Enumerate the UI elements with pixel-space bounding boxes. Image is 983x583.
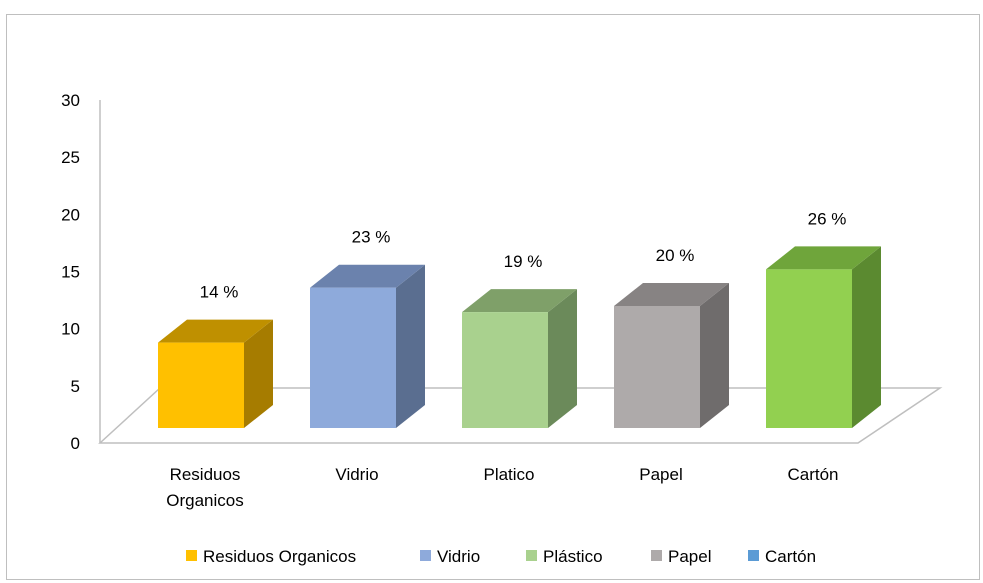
bar-front bbox=[158, 342, 244, 428]
bar-top bbox=[310, 264, 425, 288]
bar: 19 % bbox=[462, 252, 577, 428]
bar: 20 % bbox=[614, 246, 729, 428]
bar-front bbox=[310, 287, 396, 428]
bar-front bbox=[462, 312, 548, 428]
legend-item: Residuos Organicos bbox=[186, 547, 356, 566]
data-label: 20 % bbox=[656, 246, 695, 265]
y-tick-label: 0 bbox=[71, 434, 80, 453]
y-axis: 0 5 10 15 20 25 30 bbox=[61, 91, 101, 453]
legend-label: Cartón bbox=[765, 547, 816, 566]
y-tick-label: 5 bbox=[71, 377, 80, 396]
y-tick-label: 10 bbox=[61, 320, 80, 339]
data-label: 19 % bbox=[504, 252, 543, 271]
bar-top bbox=[158, 319, 273, 343]
bar-front bbox=[614, 306, 700, 428]
category-label: Vidrio bbox=[335, 465, 378, 484]
bar-side bbox=[700, 283, 729, 428]
bar-top bbox=[614, 283, 729, 306]
y-tick-label: 25 bbox=[61, 148, 80, 167]
data-label: 14 % bbox=[200, 283, 239, 302]
bar-side bbox=[244, 319, 273, 428]
legend-item: Vidrio bbox=[420, 547, 480, 566]
legend-swatch bbox=[526, 550, 537, 561]
bar: 23 % bbox=[310, 228, 425, 428]
category-label: Papel bbox=[639, 465, 682, 484]
y-tick-label: 20 bbox=[61, 205, 80, 224]
bar: 26 % bbox=[766, 209, 881, 428]
legend-swatch bbox=[748, 550, 759, 561]
legend-swatch bbox=[186, 550, 197, 561]
category-label: Residuos bbox=[170, 465, 241, 484]
y-tick-label: 30 bbox=[61, 91, 80, 110]
legend-label: Plástico bbox=[543, 547, 603, 566]
bar-side bbox=[548, 289, 577, 428]
category-label: Cartón bbox=[787, 465, 838, 484]
data-label: 26 % bbox=[808, 209, 847, 228]
legend-label: Papel bbox=[668, 547, 711, 566]
legend-swatch bbox=[420, 550, 431, 561]
category-labels: Residuos Organicos Vidrio Platico Papel Cartó… bbox=[166, 465, 838, 510]
category-label: Organicos bbox=[166, 491, 243, 510]
bars: 14 % 23 % 19 % 20 % 26 % bbox=[158, 209, 881, 428]
category-label: Platico bbox=[483, 465, 534, 484]
y-tick-label: 15 bbox=[61, 263, 80, 282]
legend-item: Papel bbox=[651, 547, 711, 566]
legend-item: Plástico bbox=[526, 547, 603, 566]
bar-top bbox=[462, 289, 577, 313]
legend-swatch bbox=[651, 550, 662, 561]
bar-top bbox=[766, 246, 881, 270]
legend-item: Cartón bbox=[748, 547, 816, 566]
bar: 14 % bbox=[158, 283, 273, 428]
data-label: 23 % bbox=[352, 228, 391, 247]
bar-side bbox=[852, 246, 881, 428]
bar-front bbox=[766, 269, 852, 428]
legend-label: Residuos Organicos bbox=[203, 547, 356, 566]
legend: Residuos Organicos Vidrio Plástico Papel Car… bbox=[186, 547, 816, 566]
bar-side bbox=[396, 264, 425, 428]
legend-label: Vidrio bbox=[437, 547, 480, 566]
